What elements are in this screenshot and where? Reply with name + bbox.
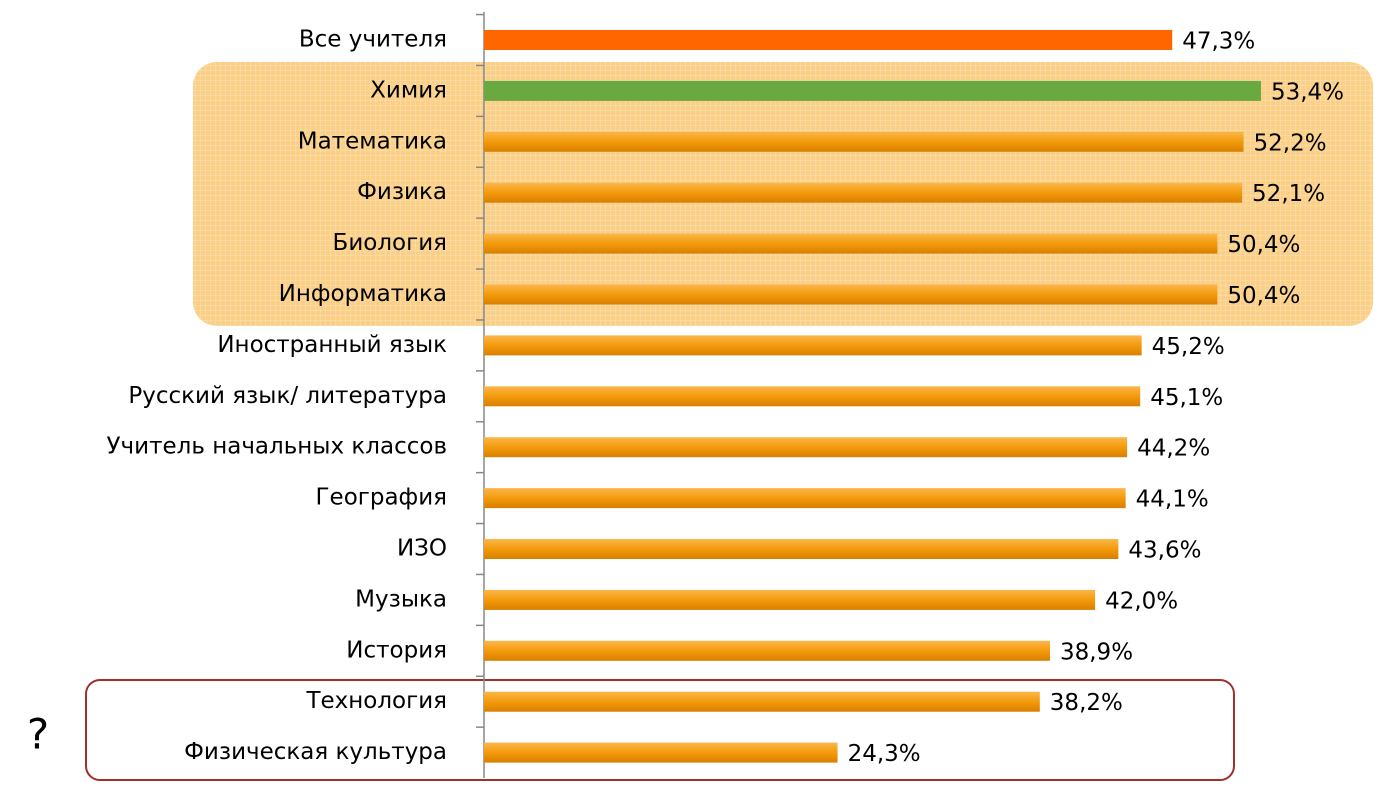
- bar: [484, 30, 1173, 50]
- value-label: 50,4%: [1227, 232, 1300, 258]
- y-tick-label: Физика: [357, 179, 447, 205]
- bar: [484, 691, 1040, 712]
- value-label: 44,2%: [1137, 436, 1210, 462]
- value-label: 45,2%: [1152, 334, 1225, 360]
- bar: [484, 589, 1096, 610]
- value-label: 43,6%: [1128, 538, 1201, 564]
- annotation: ?: [27, 710, 49, 759]
- bar: [484, 539, 1119, 559]
- bar: [484, 640, 1050, 661]
- value-label: 52,2%: [1254, 130, 1327, 156]
- y-tick-label: Русский язык/ литература: [128, 383, 447, 409]
- bar: [484, 80, 1261, 101]
- y-tick-label: Физическая культура: [184, 739, 447, 765]
- y-tick-label: Все учителя: [299, 27, 447, 53]
- value-label: 45,1%: [1150, 385, 1223, 411]
- y-tick-label: География: [316, 485, 447, 511]
- y-tick-label: Технология: [305, 688, 447, 714]
- outline-box: [85, 679, 1235, 781]
- y-tick-label: Химия: [370, 77, 447, 103]
- value-label: 52,1%: [1252, 181, 1325, 207]
- bar: [484, 335, 1142, 356]
- y-tick-label: Учитель начальных классов: [107, 434, 447, 460]
- y-tick-label: Математика: [298, 128, 447, 154]
- y-tick-label: Музыка: [355, 586, 447, 612]
- bar: [484, 182, 1243, 203]
- bar: [484, 488, 1126, 509]
- value-label: 42,0%: [1105, 588, 1178, 614]
- bar: [484, 742, 838, 763]
- value-label: 50,4%: [1227, 283, 1300, 309]
- y-tick-label: Биология: [333, 230, 447, 256]
- bar: [484, 131, 1244, 152]
- y-tick-label: Информатика: [279, 281, 447, 307]
- value-label: 24,3%: [848, 741, 921, 767]
- bar: [484, 284, 1218, 305]
- bar: [484, 437, 1128, 458]
- bar: [484, 233, 1218, 254]
- value-label: 53,4%: [1271, 79, 1344, 105]
- y-tick-label: История: [346, 637, 447, 663]
- value-label: 38,9%: [1060, 639, 1133, 665]
- value-label: 44,1%: [1136, 487, 1209, 513]
- value-label: 47,3%: [1182, 29, 1255, 55]
- bar: [484, 386, 1141, 407]
- y-tick-label: ИЗО: [397, 536, 447, 562]
- y-tick-label: Иностранный язык: [217, 332, 447, 358]
- value-label: 38,2%: [1050, 690, 1123, 716]
